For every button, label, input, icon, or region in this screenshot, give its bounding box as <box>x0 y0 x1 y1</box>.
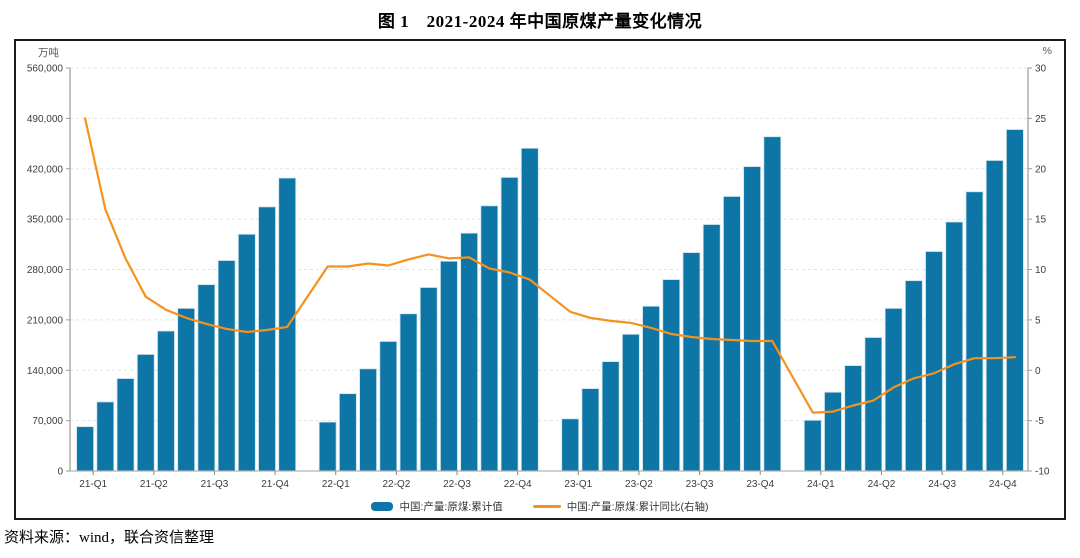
y-tick-label-left: 490,000 <box>27 114 64 125</box>
bar-series-swatch <box>371 501 394 511</box>
bar <box>157 330 175 472</box>
yoy-line <box>83 117 1017 414</box>
bar <box>258 206 276 472</box>
bar <box>763 136 782 472</box>
x-tick-label: 21-Q2 <box>140 479 168 490</box>
x-tick-label: 21-Q1 <box>79 479 107 490</box>
bar <box>864 337 883 472</box>
y-tick-label-left: 280,000 <box>27 265 64 276</box>
x-tick-label: 24-Q4 <box>989 479 1017 490</box>
source-note: 资料来源：wind，联合资信整理 <box>4 530 215 546</box>
bar <box>217 260 236 472</box>
bar <box>561 418 580 472</box>
bar <box>1006 129 1024 472</box>
bar <box>985 160 1004 472</box>
bar <box>440 260 458 472</box>
bar <box>480 205 499 472</box>
bar <box>824 391 842 472</box>
bar <box>642 305 660 472</box>
bar <box>318 421 337 472</box>
bar <box>601 361 620 472</box>
y-tick-label-right: 10 <box>1035 265 1047 276</box>
y-tick-label-right: 20 <box>1035 164 1047 175</box>
bar <box>702 224 721 472</box>
y-tick-label-right: 25 <box>1035 114 1047 125</box>
x-tick-label: 22-Q4 <box>504 479 532 490</box>
bar-series-label: 中国:产量:原煤:累计值 <box>399 500 503 513</box>
x-tick-label: 23-Q3 <box>686 479 714 490</box>
y-tick-label-left: 140,000 <box>27 366 64 377</box>
bar <box>520 147 539 472</box>
x-tick-label: 21-Q3 <box>201 479 229 490</box>
x-tick-label: 23-Q2 <box>625 479 653 490</box>
plot-area: 0 70,000 140,000 210,000 280,000 350,000 420,0… <box>27 64 1050 491</box>
bar <box>136 354 155 472</box>
bar <box>197 284 216 472</box>
bar <box>965 191 984 472</box>
legend-item-bars: 中国:产量:原煤:累计值 <box>371 499 503 514</box>
y-tick-label-right: 15 <box>1035 215 1047 226</box>
bar <box>621 333 640 472</box>
bar <box>419 287 438 472</box>
y-tick-label-right: -5 <box>1035 416 1044 427</box>
bar <box>116 378 135 472</box>
legend-item-line: 中国:产量:原煤:累计同比(右轴) <box>532 499 709 514</box>
y-tick-label-left: 70,000 <box>32 416 63 427</box>
bar <box>884 307 903 472</box>
bar <box>662 279 681 472</box>
chart-container: 万吨 % 0 70,000 140,000 210,000 280,000 350,000… <box>14 39 1066 520</box>
y-tick-label-left: 420,000 <box>27 164 64 175</box>
bar <box>925 251 943 472</box>
x-tick-label: 24-Q1 <box>807 479 835 490</box>
bar <box>581 388 600 472</box>
chart-title: 图 1 2021-2024 年中国原煤产量变化情况 <box>377 12 703 31</box>
bar <box>278 177 297 472</box>
bar <box>682 252 701 472</box>
x-tick-label: 24-Q2 <box>868 479 896 490</box>
y-tick-label-right: 5 <box>1035 315 1041 326</box>
y-tick-label-right: 30 <box>1035 64 1047 75</box>
bar <box>359 368 377 472</box>
x-tick-label: 22-Q3 <box>443 479 471 490</box>
x-tick-label: 23-Q1 <box>564 479 592 490</box>
y-tick-label-left: 350,000 <box>27 215 64 226</box>
y-tick-label-left: 560,000 <box>27 64 64 75</box>
x-tick-label: 22-Q1 <box>322 479 350 490</box>
x-tick-label: 23-Q4 <box>746 479 774 490</box>
y-tick-label-left: 210,000 <box>27 315 64 326</box>
left-axis-unit-label: 万吨 <box>38 47 59 59</box>
bar <box>945 221 964 472</box>
bar <box>743 166 762 472</box>
line-series-label: 中国:产量:原煤:累计同比(右轴) <box>566 500 709 513</box>
bar <box>76 426 94 472</box>
bar <box>177 307 196 472</box>
y-tick-label-right: 0 <box>1035 366 1041 377</box>
bar <box>844 365 863 472</box>
bar <box>96 401 115 472</box>
bar <box>399 313 418 472</box>
bar <box>460 232 479 472</box>
bar <box>803 419 822 472</box>
x-tick-label: 24-Q3 <box>928 479 956 490</box>
y-tick-label-left: 0 <box>57 467 63 478</box>
bar <box>723 196 741 472</box>
bar <box>237 233 256 472</box>
bar <box>338 393 357 472</box>
right-axis-unit-label: % <box>1042 45 1052 57</box>
bar <box>379 341 398 472</box>
y-tick-label-right: -10 <box>1035 467 1050 478</box>
line-series-swatch <box>532 504 561 508</box>
bar <box>500 176 519 472</box>
chart-legend: 中国:产量:原煤:累计值 中国:产量:原煤:累计同比(右轴) <box>16 497 1064 515</box>
x-tick-label: 21-Q4 <box>261 479 289 490</box>
x-tick-label: 22-Q2 <box>382 479 410 490</box>
